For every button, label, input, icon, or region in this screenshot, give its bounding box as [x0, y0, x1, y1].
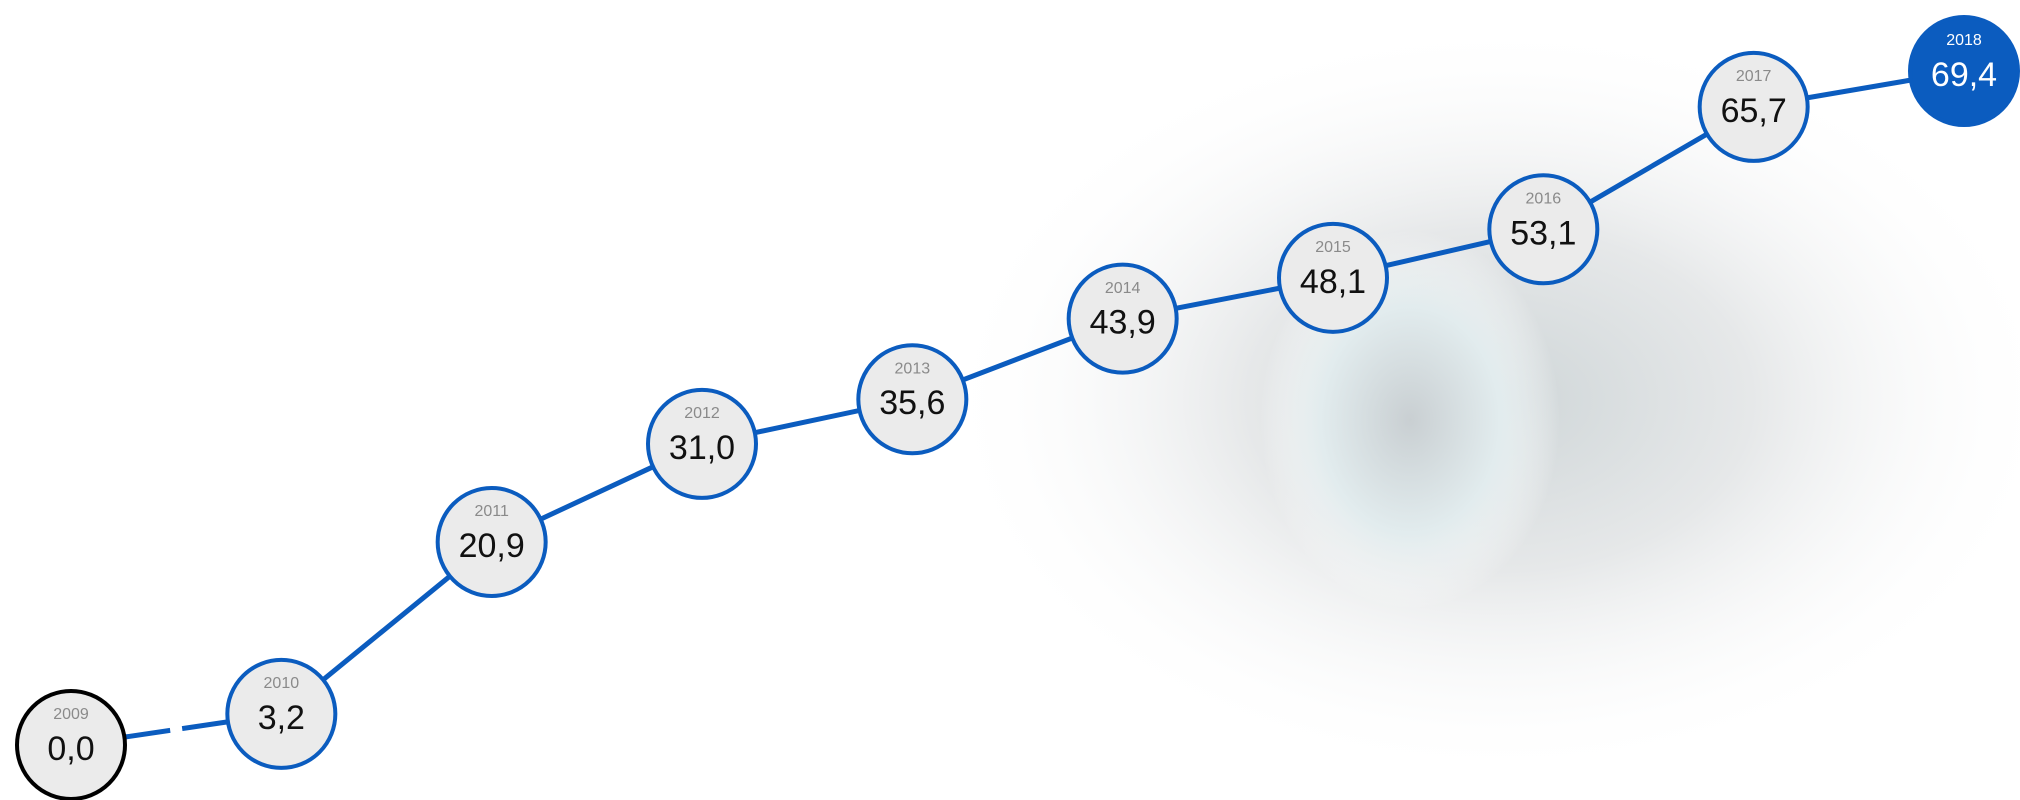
year-label: 2017: [1736, 68, 1772, 85]
year-label: 2010: [264, 675, 300, 692]
year-label: 2015: [1315, 239, 1351, 256]
value-label: 69,4: [1931, 56, 1997, 94]
value-label: 53,1: [1510, 214, 1576, 252]
value-label: 35,6: [879, 384, 945, 422]
marker: [435, 486, 548, 599]
year-label: 2013: [895, 360, 931, 377]
value-label: 20,9: [459, 527, 525, 565]
marker: [1697, 50, 1810, 163]
marker: [15, 689, 127, 800]
year-label: 2018: [1946, 32, 1982, 49]
value-label: 0,0: [47, 730, 94, 768]
dash-gap: [169, 724, 183, 735]
year-label: 2014: [1105, 280, 1141, 297]
year-label: 2016: [1526, 191, 1562, 208]
year-label: 2012: [684, 405, 720, 422]
series-line: [70, 68, 1965, 748]
marker: [1487, 173, 1600, 286]
year-label: 2009: [53, 706, 89, 723]
marker: [1908, 15, 2020, 127]
background-eye: [940, 20, 2020, 780]
value-label: 43,9: [1090, 304, 1156, 342]
marker: [646, 387, 758, 500]
marker: [856, 343, 969, 456]
value-label: 3,2: [258, 699, 305, 737]
value-label: 48,1: [1300, 263, 1366, 301]
marker: [225, 657, 338, 770]
plot: 2009 0,0 2010 3,2 2011 20,9 2012 31,0 2013 35,6 20…: [15, 15, 2020, 800]
marker: [1277, 221, 1389, 334]
value-label: 65,7: [1721, 92, 1787, 130]
year-label: 2011: [474, 503, 509, 520]
value-label: 31,0: [669, 429, 735, 467]
marker: [1066, 262, 1179, 375]
